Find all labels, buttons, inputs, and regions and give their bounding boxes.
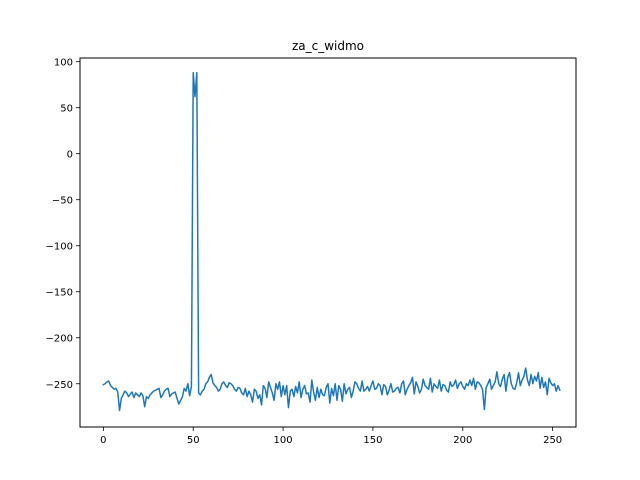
series-line: [102, 71, 561, 412]
y-tick-label: −50: [52, 196, 73, 207]
y-tick-label: −100: [46, 242, 73, 253]
chart-title: za_c_widmo: [292, 39, 364, 53]
x-tick-label: 100: [274, 435, 293, 446]
x-tick-label: 0: [100, 435, 106, 446]
y-tick-label: −250: [46, 380, 73, 391]
y-tick-label: 0: [67, 150, 73, 161]
x-tick-label: 250: [543, 435, 562, 446]
y-tick-label: −200: [46, 334, 73, 345]
y-tick-label: 50: [60, 104, 73, 115]
y-tick-label: 100: [54, 58, 73, 69]
x-tick-label: 200: [453, 435, 472, 446]
x-tick-label: 50: [187, 435, 200, 446]
x-tick-label: 150: [363, 435, 382, 446]
y-axis: 100 50 0 −50 −100 −150 −200 −250: [46, 58, 80, 391]
plot-frame: [79, 57, 577, 428]
x-axis: 0 50 100 150 200 250: [100, 427, 562, 446]
y-tick-label: −150: [46, 288, 73, 299]
